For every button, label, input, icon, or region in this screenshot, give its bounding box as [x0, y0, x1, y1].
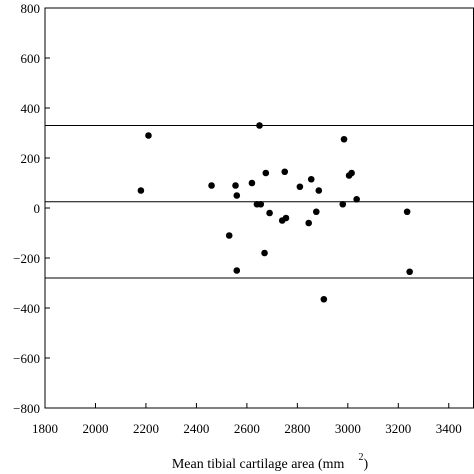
data-point — [233, 192, 241, 199]
data-point — [340, 135, 348, 143]
data-points — [137, 122, 413, 303]
y-tick-label: −600 — [13, 351, 40, 366]
y-tick-label: 0 — [34, 201, 41, 216]
y-tick-label: 600 — [21, 51, 41, 66]
data-point — [406, 268, 413, 276]
data-point — [315, 187, 323, 194]
data-point — [305, 219, 313, 227]
data-point — [145, 132, 152, 139]
y-tick-label: −400 — [13, 301, 40, 316]
plot-frame — [44, 7, 474, 409]
x-axis-title-close: ) — [363, 457, 368, 472]
y-tick-label: 400 — [21, 101, 41, 116]
x-tick-label: 2000 — [82, 421, 108, 436]
y-axis: 800 600 400 200 0 −200 −400 −600 −800 — [13, 1, 50, 416]
data-point — [339, 200, 347, 208]
x-tick-label: 2600 — [234, 421, 260, 436]
x-axis-title: Mean tibial cartilage area (mm 2) — [172, 452, 369, 472]
data-point — [233, 267, 241, 274]
data-point — [281, 168, 289, 176]
data-point — [348, 169, 355, 177]
data-point — [262, 169, 270, 177]
data-point — [282, 214, 290, 222]
data-point — [353, 195, 360, 203]
y-tick-label: 800 — [21, 1, 41, 16]
data-point — [320, 295, 328, 303]
x-axis-title-superscript: 2 — [358, 452, 363, 463]
x-tick-label: 2400 — [183, 421, 209, 436]
x-tick-label: 2200 — [133, 421, 159, 436]
data-point — [225, 232, 233, 239]
data-point — [248, 179, 256, 187]
x-tick-label: 3000 — [335, 421, 361, 436]
data-point — [232, 182, 239, 189]
data-point — [208, 182, 215, 189]
data-point — [137, 187, 145, 194]
x-tick-label: 2800 — [284, 421, 310, 436]
data-point — [312, 208, 320, 216]
x-tick-label: 1800 — [32, 421, 58, 436]
x-tick-label: 3200 — [385, 421, 411, 436]
data-point — [256, 122, 263, 129]
data-point — [403, 208, 411, 216]
y-tick-label: 200 — [21, 151, 41, 166]
data-point — [261, 249, 268, 257]
data-point — [307, 175, 315, 183]
data-point — [257, 200, 265, 208]
x-axis: 1800 2000 2200 2400 2600 2800 3000 3200 3400 — [32, 403, 462, 436]
data-point — [296, 183, 304, 191]
y-tick-label: −800 — [13, 401, 40, 416]
x-tick-label: 3400 — [436, 421, 462, 436]
y-tick-label: −200 — [13, 251, 40, 266]
x-axis-title-text: Mean tibial cartilage area (mm — [172, 457, 345, 472]
data-point — [266, 209, 273, 217]
